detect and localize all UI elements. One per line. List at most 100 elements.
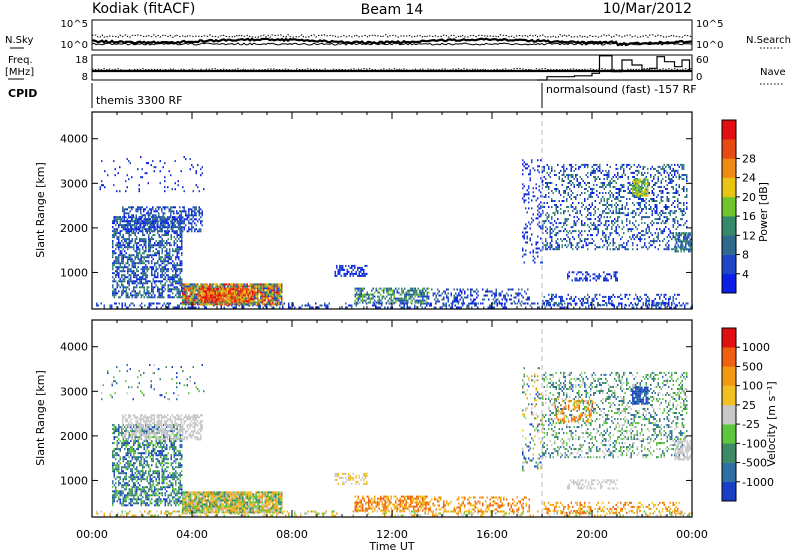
power-cell: [261, 299, 263, 302]
power-cell: [575, 295, 577, 298]
power-cell: [161, 274, 163, 277]
power-cell: [150, 224, 152, 227]
power-cell: [590, 222, 592, 225]
power-cell: [356, 301, 358, 304]
power-cell: [175, 268, 177, 271]
power-cell: [194, 301, 196, 304]
power-cell: [620, 165, 622, 168]
power-cell: [584, 208, 586, 210]
power-cell: [566, 174, 568, 176]
power-cell: [315, 302, 317, 305]
power-cell: [247, 294, 249, 297]
power-cell: [154, 244, 156, 247]
power-cell: [520, 304, 522, 307]
power-cell: [591, 234, 593, 237]
power-cell: [467, 296, 469, 299]
power-cell: [535, 241, 537, 244]
power-cell: [578, 202, 580, 204]
power-cell: [134, 238, 136, 241]
power-cell: [241, 292, 243, 295]
power-cell: [209, 283, 211, 286]
power-cell: [615, 192, 617, 194]
power-cell: [494, 292, 496, 295]
power-cell: [136, 294, 138, 297]
power-cell: [116, 262, 118, 265]
power-cell: [168, 226, 170, 229]
power-cell: [189, 306, 191, 309]
power-cell: [618, 210, 620, 213]
power-cell: [647, 224, 649, 227]
power-cell: [395, 301, 397, 304]
power-cell: [243, 292, 245, 295]
power-cell: [148, 304, 150, 307]
power-cell: [426, 297, 428, 300]
power-cell: [315, 306, 317, 309]
power-cell: [594, 169, 596, 172]
power-cell: [411, 302, 413, 305]
power-cell: [200, 289, 202, 292]
power-cell: [526, 163, 528, 166]
power-cell: [526, 241, 528, 244]
power-cell: [501, 302, 503, 305]
power-cell: [128, 236, 130, 239]
power-cell: [381, 297, 383, 300]
power-cell: [278, 283, 280, 286]
power-cell: [603, 295, 605, 298]
power-cell: [644, 178, 646, 181]
power-cell: [526, 231, 528, 234]
power-cell: [254, 297, 256, 300]
power-cell: [647, 192, 649, 195]
power-cell: [417, 287, 419, 290]
power-cell: [154, 282, 156, 285]
power-cell: [213, 292, 215, 295]
power-cell: [576, 244, 578, 247]
power-cell: [624, 248, 626, 251]
power-cell: [230, 301, 232, 304]
power-cell: [148, 226, 150, 229]
power-cell: [428, 291, 430, 294]
power-cell: [116, 268, 118, 271]
power-cell: [398, 297, 400, 300]
power-cell: [231, 304, 233, 307]
power-cell: [660, 200, 662, 202]
power-cell: [216, 285, 218, 288]
power-cell: [454, 304, 456, 307]
power-cell: [414, 289, 416, 292]
power-cell: [179, 206, 181, 209]
power-cell: [250, 296, 252, 299]
power-cell: [464, 292, 466, 295]
power-cell: [624, 174, 626, 176]
power-cell: [364, 274, 366, 277]
power-cell: [160, 264, 162, 267]
power-cell: [581, 224, 583, 227]
power-cell: [152, 292, 154, 295]
power-cell: [614, 204, 616, 206]
power-cell: [164, 226, 166, 229]
power-cell: [194, 295, 196, 298]
power-cell: [351, 270, 353, 273]
freq-label-2: [MHz]: [5, 67, 34, 78]
power-cell: [581, 230, 583, 233]
power-cell: [635, 194, 637, 197]
power-cell: [158, 256, 160, 259]
power-cell: [641, 222, 643, 225]
power-cell: [138, 222, 140, 225]
power-cell: [201, 298, 203, 301]
power-cell: [434, 292, 436, 295]
power-cell: [214, 294, 216, 297]
power-cell: [183, 297, 185, 300]
power-cell: [560, 204, 562, 206]
power-cell: [127, 270, 129, 273]
power-cell: [137, 218, 139, 221]
power-cell: [137, 292, 139, 295]
power-cell: [189, 283, 191, 286]
power-cell: [441, 298, 443, 301]
power-cell: [528, 201, 530, 204]
power-cell: [278, 293, 280, 296]
power-cell: [668, 303, 670, 306]
power-cell: [629, 182, 631, 184]
power-cell: [96, 302, 98, 305]
power-cell: [647, 190, 649, 193]
power-cell: [183, 301, 185, 304]
power-cell: [558, 246, 560, 249]
